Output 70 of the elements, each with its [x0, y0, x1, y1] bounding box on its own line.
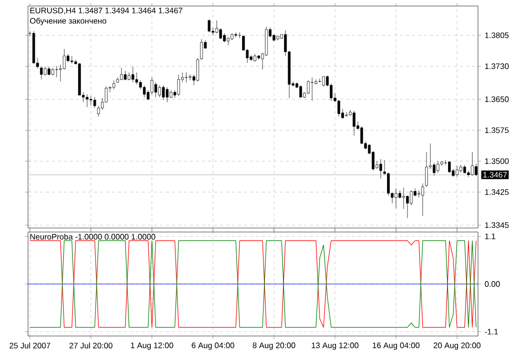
x-tick-label: 6 Aug 04:00: [192, 342, 234, 350]
candlestick: [208, 19, 210, 33]
candlestick: [40, 66, 43, 80]
candlestick: [162, 85, 165, 100]
y-tick-label: 1.3575: [485, 127, 509, 134]
candlestick: [448, 160, 451, 173]
candlestick: [93, 96, 96, 108]
candlestick: [188, 74, 192, 80]
candlestick: [196, 58, 200, 82]
candlestick: [322, 76, 325, 87]
x-tick-label: 1 Aug 12:00: [130, 342, 174, 350]
candlestick: [394, 188, 398, 208]
candlestick: [223, 33, 226, 43]
candlestick: [142, 85, 146, 98]
candlestick: [55, 66, 58, 78]
candlestick: [158, 85, 161, 98]
candlestick: [352, 110, 356, 136]
candlestick: [402, 187, 405, 210]
candlestick: [306, 80, 310, 95]
candlestick: [124, 70, 127, 80]
chart-title: EURUSD,H4 1.3487 1.3494 1.3464 1.3467: [30, 8, 182, 14]
candlestick: [154, 82, 158, 98]
candlestick: [387, 172, 390, 196]
candlestick: [166, 87, 169, 102]
candlestick: [62, 48, 66, 70]
candlestick: [177, 74, 180, 96]
candlestick: [299, 85, 302, 98]
candlestick: [410, 190, 413, 206]
candlestick: [86, 94, 88, 108]
candlestick: [421, 183, 424, 216]
y-tick-label: 1.3650: [485, 96, 509, 102]
ref-line-label: 1.3467: [483, 172, 507, 178]
candlestick: [90, 96, 92, 106]
candlestick: [470, 152, 474, 176]
candlestick: [360, 126, 364, 144]
y-tick-label: 1.3345: [485, 222, 509, 228]
candlestick: [406, 195, 409, 218]
y-tick-label: -1.1: [484, 328, 498, 334]
candlestick: [432, 162, 436, 176]
candlestick: [337, 100, 340, 117]
candlestick: [70, 56, 74, 64]
candlestick: [132, 66, 134, 83]
candlestick: [345, 112, 348, 117]
x-tick-label: 25 Jul 2007: [10, 342, 50, 348]
x-tick-label: 27 Jul 20:00: [70, 342, 112, 348]
candlestick: [128, 72, 130, 80]
chart-title: NeuroProba -1.0000 0.0000 1.0000: [30, 234, 156, 240]
candlestick: [318, 78, 322, 83]
y-tick-label: 1.3805: [485, 32, 509, 38]
x-tick-label: 20 Aug 20:00: [434, 342, 481, 350]
text: Обучение закончено: [30, 18, 106, 26]
candlestick: [135, 72, 138, 85]
x-tick-label: 8 Aug 20:00: [252, 342, 296, 350]
candlestick: [97, 106, 100, 117]
x-tick-label: 16 Aug 04:00: [372, 342, 420, 350]
y-tick-label: 0.00: [484, 281, 500, 287]
candlestick: [120, 68, 123, 80]
y-tick-label: 1.1: [485, 234, 496, 240]
candlestick: [200, 38, 203, 60]
candlestick: [436, 160, 440, 173]
candlestick: [112, 80, 116, 90]
x-tick-label: 13 Aug 12:00: [312, 342, 358, 350]
candlestick: [456, 165, 458, 178]
candlestick: [379, 158, 382, 179]
candlestick: [425, 152, 428, 187]
y-tick-label: 1.3425: [485, 189, 509, 195]
y-tick-label: 1.3730: [485, 63, 509, 70]
candlestick: [418, 190, 420, 198]
candlestick: [219, 28, 222, 40]
y-tick-label: 1.3500: [485, 158, 509, 164]
